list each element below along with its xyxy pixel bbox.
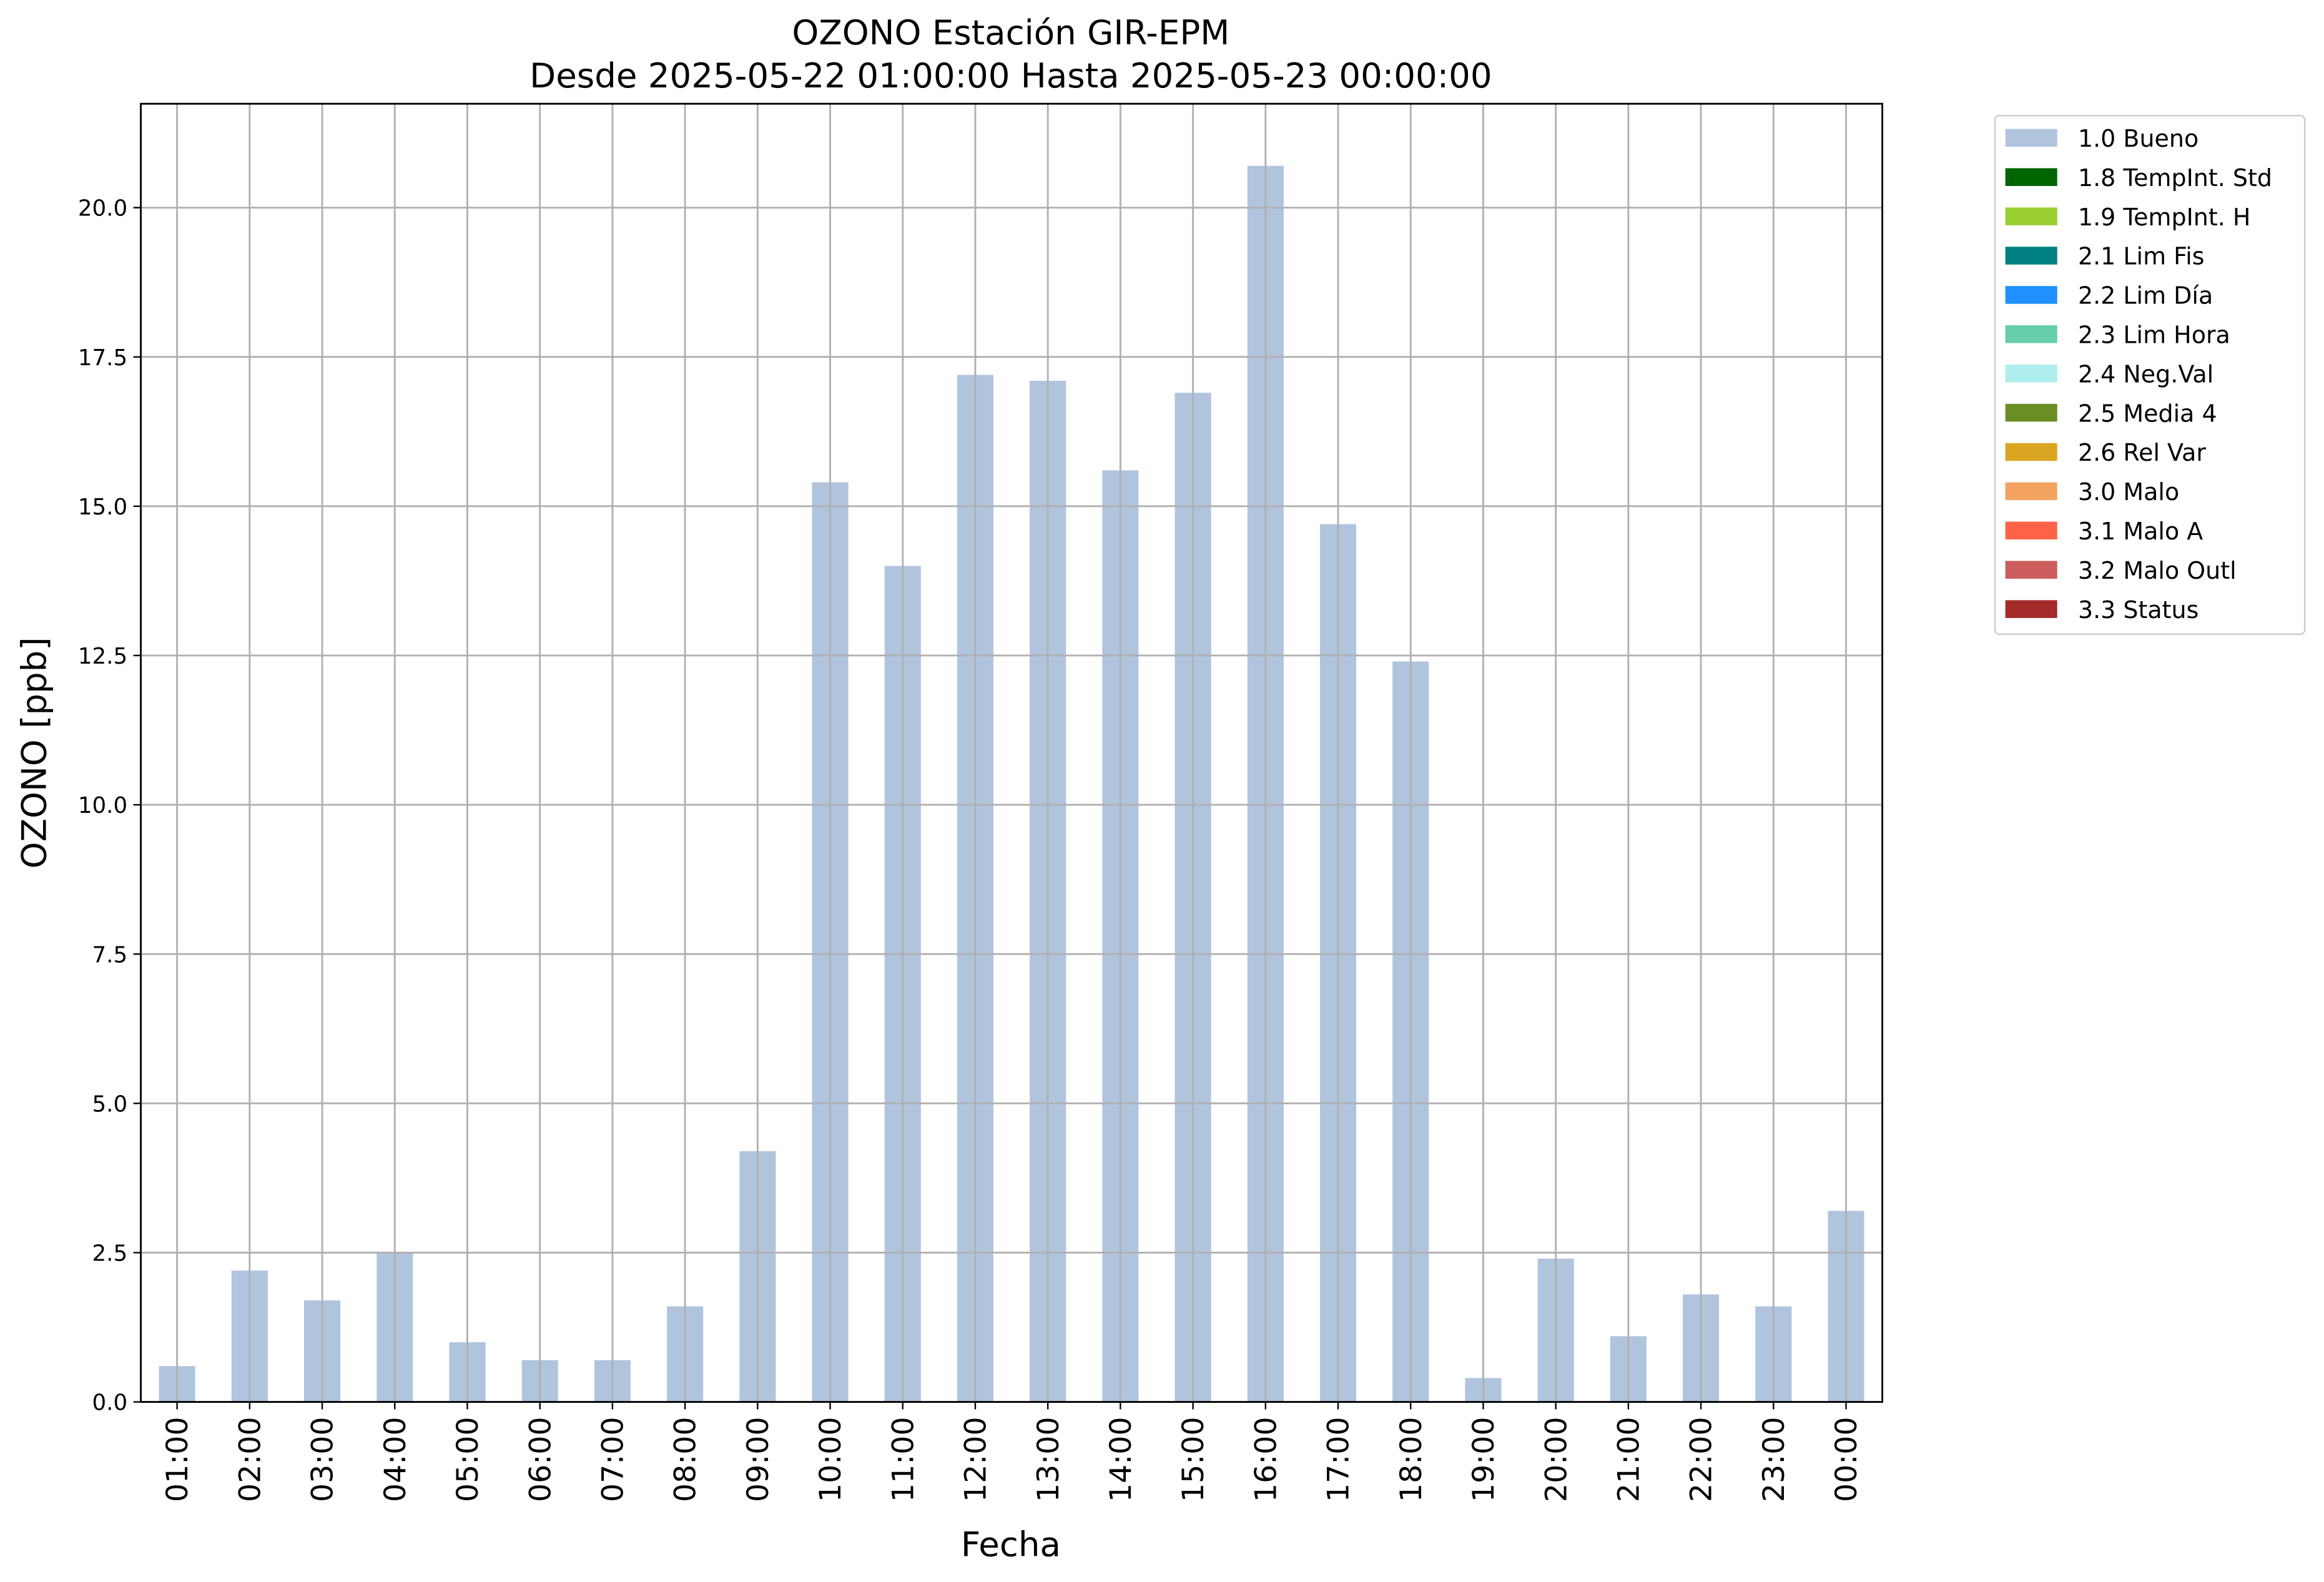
- legend-swatch: [2005, 247, 2057, 265]
- y-tick-label: 7.5: [92, 942, 128, 968]
- y-tick-label: 17.5: [78, 345, 127, 371]
- x-tick-label: 12:00: [959, 1417, 993, 1502]
- legend-label: 3.0 Malo: [2078, 478, 2179, 506]
- y-tick-label: 10.0: [78, 793, 127, 818]
- x-tick-label: 21:00: [1612, 1417, 1646, 1502]
- x-tick-label: 22:00: [1685, 1417, 1719, 1502]
- x-tick-label: 03:00: [306, 1417, 340, 1502]
- x-tick-label: 08:00: [669, 1417, 703, 1502]
- x-tick-label: 07:00: [596, 1417, 631, 1502]
- legend-label: 2.4 Neg.Val: [2078, 360, 2213, 388]
- legend-swatch: [2005, 364, 2057, 383]
- chart-subtitle: Desde 2025-05-22 01:00:00 Hasta 2025-05-…: [529, 56, 1492, 96]
- x-tick-label: 01:00: [160, 1417, 195, 1502]
- legend-swatch: [2005, 325, 2057, 343]
- legend-swatch: [2005, 286, 2057, 304]
- x-tick-label: 05:00: [451, 1417, 485, 1502]
- x-tick-label: 15:00: [1176, 1417, 1211, 1502]
- legend-swatch: [2005, 168, 2057, 186]
- legend-swatch: [2005, 443, 2057, 461]
- y-tick-label: 5.0: [92, 1091, 128, 1117]
- legend-swatch: [2005, 561, 2057, 579]
- x-axis-label: Fecha: [961, 1524, 1061, 1564]
- x-tick-label: 17:00: [1322, 1417, 1356, 1502]
- legend-swatch: [2005, 600, 2057, 618]
- legend-label: 3.1 Malo A: [2078, 518, 2203, 545]
- legend-swatch: [2005, 482, 2057, 501]
- legend-label: 2.2 Lim Día: [2078, 282, 2213, 310]
- x-tick-label: 19:00: [1467, 1417, 1501, 1502]
- grid: [140, 104, 1883, 1403]
- legend-swatch: [2005, 129, 2057, 147]
- legend-label: 3.3 Status: [2078, 596, 2198, 624]
- x-tick-label: 11:00: [886, 1417, 920, 1502]
- plot-frame: [140, 102, 1884, 1403]
- x-tick-label: 10:00: [814, 1417, 848, 1502]
- legend-swatch: [2005, 403, 2057, 422]
- axes: 0.0 2.5 5.0 7.5 10.0 12.5 15.0 17.5 20.0 01:00 02:…: [78, 196, 1864, 1502]
- x-tick-label: 04:00: [378, 1417, 413, 1502]
- x-tick-label: 23:00: [1757, 1417, 1791, 1502]
- y-axis-label: OZONO [ppb]: [14, 637, 54, 868]
- chart-title: OZONO Estación GIR-EPM: [792, 12, 1229, 52]
- legend-label: 2.5 Media 4: [2078, 400, 2217, 427]
- y-tick-label: 0.0: [92, 1390, 128, 1416]
- x-tick-label: 14:00: [1104, 1417, 1138, 1502]
- legend-swatch: [2005, 207, 2057, 225]
- y-tick-label: 2.5: [92, 1241, 128, 1267]
- x-tick-label: 16:00: [1249, 1417, 1283, 1502]
- legend-label: 2.3 Lim Hora: [2078, 322, 2230, 349]
- x-tick-label: 02:00: [233, 1417, 267, 1502]
- x-tick-label: 13:00: [1032, 1417, 1066, 1502]
- x-tick-label: 20:00: [1539, 1417, 1573, 1502]
- legend-label: 2.1 Lim Fis: [2078, 243, 2205, 270]
- legend-label: 1.0 Bueno: [2078, 125, 2198, 152]
- legend-label: 3.2 Malo Outl: [2078, 557, 2237, 584]
- y-tick-label: 12.5: [78, 644, 127, 669]
- legend-label: 2.6 Rel Var: [2078, 439, 2206, 466]
- x-tick-label: 00:00: [1829, 1417, 1864, 1502]
- legend: 1.0 Bueno 1.8 TempInt. Std 1.9 TempInt. H 2…: [2005, 125, 2272, 624]
- legend-label: 1.9 TempInt. H: [2078, 204, 2250, 231]
- legend-box: [1994, 114, 2306, 636]
- legend-label: 1.8 TempInt. Std: [2078, 164, 2272, 192]
- x-tick-label: 09:00: [741, 1417, 775, 1502]
- y-tick-label: 15.0: [78, 494, 127, 520]
- y-tick-label: 20.0: [78, 196, 127, 222]
- x-tick-label: 18:00: [1394, 1417, 1429, 1502]
- x-tick-label: 06:00: [523, 1417, 558, 1502]
- legend-swatch: [2005, 521, 2057, 540]
